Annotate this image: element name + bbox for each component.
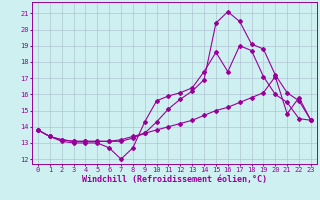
X-axis label: Windchill (Refroidissement éolien,°C): Windchill (Refroidissement éolien,°C)	[82, 175, 267, 184]
